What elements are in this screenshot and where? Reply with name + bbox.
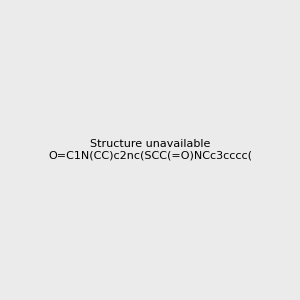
Text: Structure unavailable
O=C1N(CC)c2nc(SCC(=O)NCc3cccc(: Structure unavailable O=C1N(CC)c2nc(SCC(…: [48, 139, 252, 161]
